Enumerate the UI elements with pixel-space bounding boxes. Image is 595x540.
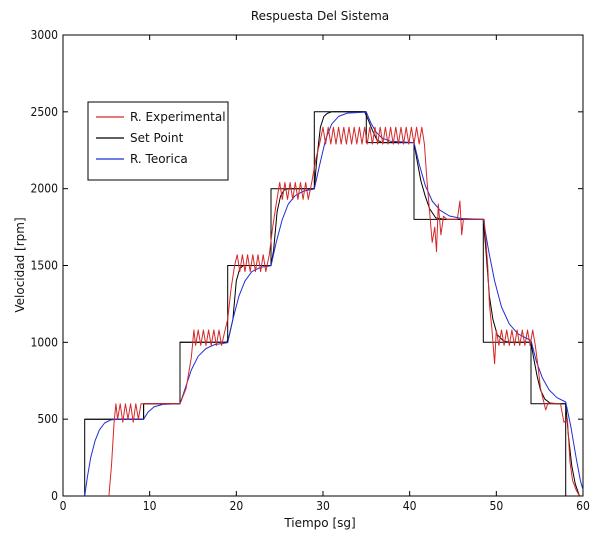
x-axis-label: Tiempo [sg] <box>283 516 355 530</box>
series-layer <box>84 111 584 497</box>
x-tick-label: 0 <box>60 499 67 513</box>
legend-label-set-point: Set Point <box>130 131 184 145</box>
y-tick-label: 0 <box>51 489 58 503</box>
y-tick-label: 500 <box>37 412 58 426</box>
x-tick-label: 50 <box>489 499 503 513</box>
legend-label-r-experimental: R. Experimental <box>130 110 226 124</box>
series-line-r-experimental-1 <box>108 126 580 497</box>
x-tick-label: 10 <box>143 499 157 513</box>
y-axis-label: Velocidad [rpm] <box>13 217 27 312</box>
y-tick-label: 1000 <box>31 335 59 349</box>
legend-label-r-teorica: R. Teorica <box>130 152 188 166</box>
y-tick-label: 1500 <box>31 259 59 273</box>
x-tick-label: 60 <box>576 499 590 513</box>
tick-layer: 0 10 20 30 40 50 60 0 500 1000 1500 2000 2500 3000 <box>31 28 590 513</box>
x-tick-label: 20 <box>229 499 243 513</box>
x-tick-label: 30 <box>316 499 330 513</box>
legend-box <box>87 101 229 181</box>
chart-title: Respuesta Del Sistema <box>251 9 389 23</box>
y-tick-label: 2000 <box>31 182 59 196</box>
series-line-r-teorica-1 <box>84 111 584 497</box>
y-tick-label: 3000 <box>31 28 59 42</box>
legend: R. Experimental Set Point R. Teorica <box>87 101 229 181</box>
y-tick-label: 2500 <box>31 105 59 119</box>
x-tick-label: 40 <box>403 499 417 513</box>
